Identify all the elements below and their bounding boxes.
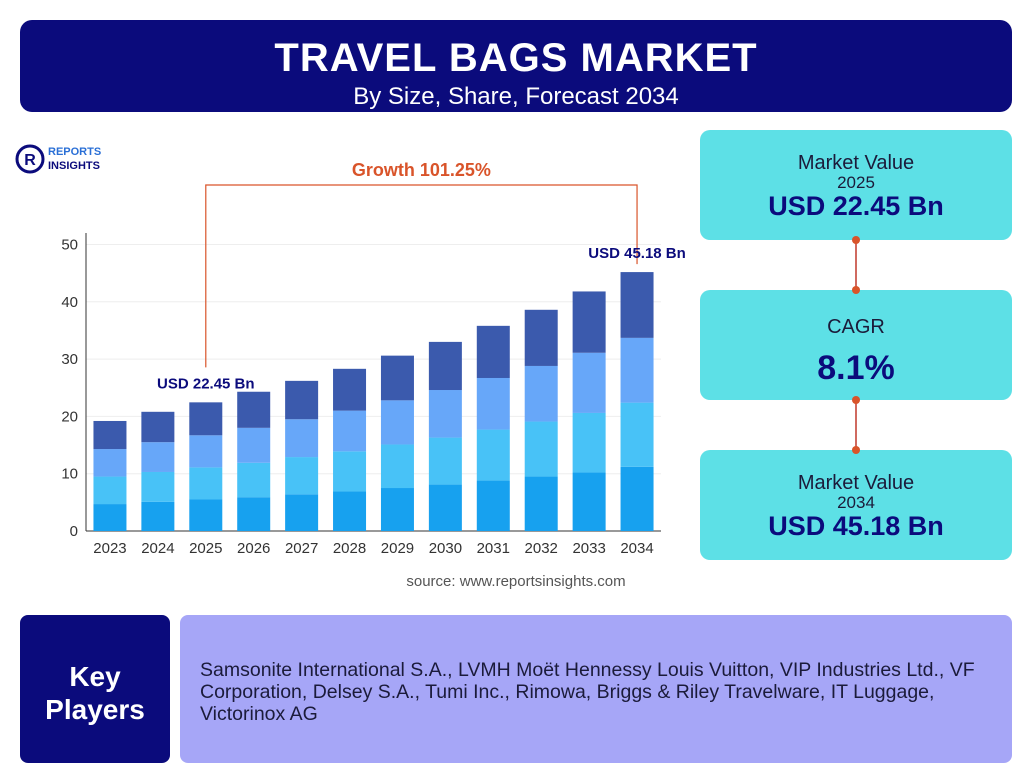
logo-icon (15, 144, 45, 174)
bar-segment (333, 491, 367, 531)
source: source: www.reportsinsights.com (406, 573, 625, 590)
x-tick-label: 2029 (381, 540, 414, 557)
bar-segment (380, 355, 414, 401)
logo-mark: R (24, 152, 36, 169)
logo-text: REPORTS (48, 146, 101, 158)
bar-segment (141, 442, 175, 472)
x-tick-label: 2030 (429, 540, 462, 557)
bar-segment (141, 411, 175, 443)
stat-card: Market Value 2025 USD 22.45 Bn (700, 130, 1012, 240)
y-tick-label: 40 (61, 294, 78, 311)
y-tick-label: 20 (61, 408, 78, 425)
bar-segment (93, 476, 127, 505)
bar-segment (333, 368, 367, 411)
bar-segment (141, 471, 175, 502)
connectors (852, 236, 860, 454)
bar-segment (380, 444, 414, 489)
bar-segment (572, 472, 606, 531)
bar-segment (476, 480, 510, 531)
stat-label: Market Value (797, 152, 915, 174)
bar-segment (524, 476, 558, 531)
stat-card: Market Value 2034 USD 45.18 Bn (700, 450, 1012, 560)
x-tick-label: 2023 (93, 540, 126, 557)
stat-year: 2034 (837, 493, 875, 512)
value-annotation: USD 22.45 Bn (157, 375, 255, 392)
stat-card: CAGR 8.1% (700, 290, 1012, 400)
stat-value: USD 22.45 Bn (768, 191, 944, 221)
bar-segment (237, 427, 271, 463)
y-tick-label: 30 (61, 351, 78, 368)
x-tick-label: 2034 (620, 540, 653, 557)
bar-segment (93, 420, 127, 450)
bar-segment (93, 449, 127, 477)
bar-segment (428, 390, 462, 438)
bar-segment (285, 457, 319, 495)
stat-label: CAGR (827, 316, 885, 338)
bar-segment (189, 402, 223, 436)
logo-text: INSIGHTS (48, 160, 100, 172)
bar-segment (237, 391, 271, 428)
bar-segment (93, 504, 127, 531)
bar-segment (524, 309, 558, 366)
bar-segment (333, 410, 367, 452)
bar-segment (476, 325, 510, 378)
bar-segment (620, 272, 654, 338)
value-annotation: USD 45.18 Bn (588, 245, 686, 262)
bar-segment (285, 419, 319, 458)
bar-segment (620, 337, 654, 403)
bar-segment (141, 501, 175, 531)
bar-segment (237, 462, 271, 498)
bar-segment (620, 466, 654, 531)
bar-segment (476, 429, 510, 481)
subtitle: By Size, Share, Forecast 2034 (353, 83, 679, 110)
x-tick-label: 2032 (525, 540, 558, 557)
x-tick-label: 2024 (141, 540, 174, 557)
y-tick-label: 10 (61, 466, 78, 483)
bar-segment (428, 437, 462, 485)
bar-segment (189, 435, 223, 468)
chart: R REPORTS INSIGHTS source: www.reportsin… (15, 144, 686, 590)
bar-segment (428, 341, 462, 391)
bar-segment (285, 380, 319, 420)
x-tick-label: 2025 (189, 540, 222, 557)
bar-segment (189, 467, 223, 500)
stat-label: Market Value (797, 472, 915, 494)
x-tick-label: 2026 (237, 540, 270, 557)
stat-value: USD 45.18 Bn (768, 511, 944, 541)
bar-segment (524, 421, 558, 477)
y-tick-label: 50 (61, 236, 78, 253)
x-tick-label: 2028 (333, 540, 366, 557)
growth-annotation: Growth 101.25% (352, 160, 491, 180)
header: TRAVEL BAGS MARKET By Size, Share, Forec… (20, 20, 1012, 112)
title: TRAVEL BAGS MARKET (274, 36, 758, 80)
bar-segment (620, 402, 654, 467)
bar-segment (524, 365, 558, 422)
x-tick-label: 2033 (572, 540, 605, 557)
key-players-text: Samsonite International S.A., LVMH Moët … (180, 615, 1012, 763)
bar-segment (428, 484, 462, 531)
y-tick-label: 0 (70, 523, 78, 540)
stat-value: 8.1% (817, 349, 895, 387)
x-tick-label: 2027 (285, 540, 318, 557)
bar-segment (380, 488, 414, 531)
growth-bracket (205, 184, 638, 368)
x-tick-label: 2031 (477, 540, 510, 557)
bar-segment (476, 377, 510, 430)
bar-segment (189, 499, 223, 531)
bar-segment (237, 497, 271, 531)
bar-segment (380, 400, 414, 445)
bar-segment (572, 412, 606, 473)
stat-year: 2025 (837, 173, 875, 192)
bar-segment (572, 291, 606, 353)
bar-segment (333, 451, 367, 492)
key-players-title: Key Players (20, 615, 170, 763)
bar-segment (285, 494, 319, 531)
bar-segment (572, 352, 606, 413)
